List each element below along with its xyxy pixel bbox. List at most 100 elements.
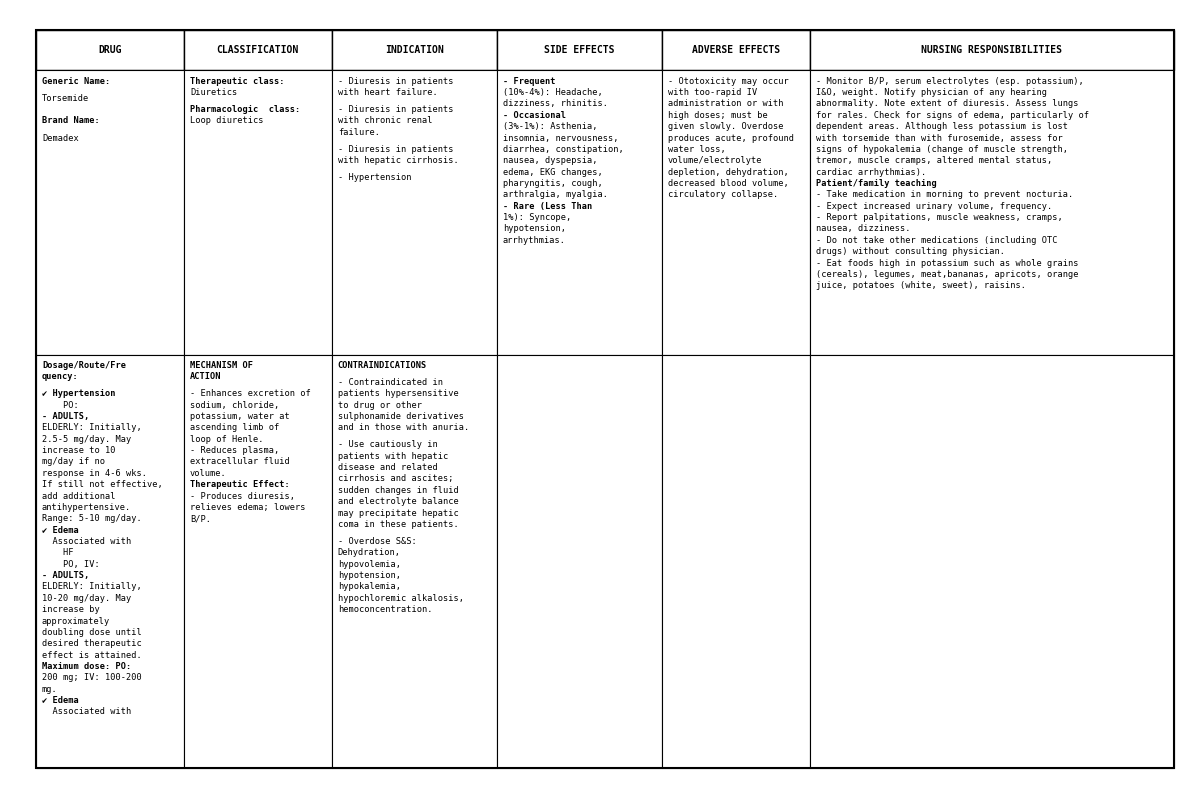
- Text: HF: HF: [42, 549, 73, 557]
- Text: effect is attained.: effect is attained.: [42, 651, 142, 659]
- Text: - Use cautiously in: - Use cautiously in: [337, 440, 438, 449]
- Text: - ADULTS,: - ADULTS,: [42, 412, 89, 421]
- Bar: [184, 30, 331, 71]
- Bar: [184, 355, 331, 768]
- Text: insomnia, nervousness,: insomnia, nervousness,: [503, 133, 618, 143]
- Text: abnormality. Note extent of diuresis. Assess lungs: abnormality. Note extent of diuresis. As…: [816, 100, 1078, 108]
- Text: Brand Name:: Brand Name:: [42, 116, 100, 126]
- Text: PO, IV:: PO, IV:: [42, 560, 100, 568]
- Text: juice, potatoes (white, sweet), raisins.: juice, potatoes (white, sweet), raisins.: [816, 281, 1026, 290]
- Bar: [497, 71, 661, 355]
- Text: NURSING RESPONSIBILITIES: NURSING RESPONSIBILITIES: [922, 45, 1062, 55]
- Text: arrhythmias.: arrhythmias.: [503, 236, 565, 245]
- Text: sulphonamide derivatives: sulphonamide derivatives: [337, 412, 463, 421]
- Text: mg/day if no: mg/day if no: [42, 458, 106, 466]
- Text: hypokalemia,: hypokalemia,: [337, 582, 401, 591]
- Text: disease and related: disease and related: [337, 463, 438, 472]
- Text: add additional: add additional: [42, 491, 115, 501]
- Text: tremor, muscle cramps, altered mental status,: tremor, muscle cramps, altered mental st…: [816, 156, 1052, 166]
- Text: INDICATION: INDICATION: [385, 45, 444, 55]
- Text: ✔ Edema: ✔ Edema: [42, 526, 79, 535]
- Text: - Contraindicated in: - Contraindicated in: [337, 378, 443, 387]
- Text: Patient/family teaching: Patient/family teaching: [816, 179, 936, 188]
- Text: - Expect increased urinary volume, frequency.: - Expect increased urinary volume, frequ…: [816, 202, 1052, 210]
- Bar: [497, 30, 661, 71]
- Text: hypotension,: hypotension,: [337, 571, 401, 580]
- Text: relieves edema; lowers: relieves edema; lowers: [190, 503, 305, 512]
- Text: - Ototoxicity may occur: - Ototoxicity may occur: [667, 77, 788, 86]
- Text: Range: 5-10 mg/day.: Range: 5-10 mg/day.: [42, 514, 142, 524]
- Text: hypotension,: hypotension,: [503, 225, 565, 233]
- Text: Dosage/Route/Fre: Dosage/Route/Fre: [42, 361, 126, 370]
- Text: 1%): Syncope,: 1%): Syncope,: [503, 213, 571, 222]
- Text: - Reduces plasma,: - Reduces plasma,: [190, 446, 280, 455]
- Text: - Report palpitations, muscle weakness, cramps,: - Report palpitations, muscle weakness, …: [816, 213, 1062, 222]
- Text: decreased blood volume,: decreased blood volume,: [667, 179, 788, 188]
- Bar: [331, 355, 497, 768]
- Text: desired therapeutic: desired therapeutic: [42, 639, 142, 648]
- Text: - Rare (Less Than: - Rare (Less Than: [503, 202, 592, 210]
- Text: and in those with anuria.: and in those with anuria.: [337, 423, 469, 433]
- Text: Generic Name:: Generic Name:: [42, 77, 110, 86]
- Text: B/P.: B/P.: [190, 514, 211, 524]
- Text: sodium, chloride,: sodium, chloride,: [190, 400, 280, 410]
- Text: ✔ Edema: ✔ Edema: [42, 696, 79, 705]
- Text: ✔ Hypertension: ✔ Hypertension: [42, 389, 115, 398]
- Bar: [331, 30, 497, 71]
- Text: sudden changes in fluid: sudden changes in fluid: [337, 486, 458, 495]
- Text: with too-rapid IV: with too-rapid IV: [667, 88, 757, 97]
- Bar: [661, 71, 810, 355]
- Bar: [331, 71, 497, 355]
- Text: - Monitor B/P, serum electrolytes (esp. potassium),: - Monitor B/P, serum electrolytes (esp. …: [816, 77, 1084, 86]
- Text: PO:: PO:: [42, 400, 79, 410]
- Bar: [36, 71, 184, 355]
- Text: Dehydration,: Dehydration,: [337, 549, 401, 557]
- Text: patients with hepatic: patients with hepatic: [337, 451, 448, 461]
- Bar: [36, 355, 184, 768]
- Text: drugs) without consulting physician.: drugs) without consulting physician.: [816, 247, 1004, 256]
- Bar: [36, 30, 184, 71]
- Text: Associated with: Associated with: [42, 707, 131, 717]
- Text: - Produces diuresis,: - Produces diuresis,: [190, 491, 295, 501]
- Text: Loop diuretics: Loop diuretics: [190, 116, 263, 126]
- Bar: [810, 355, 1174, 768]
- Text: signs of hypokalemia (change of muscle strength,: signs of hypokalemia (change of muscle s…: [816, 145, 1068, 154]
- Text: Diuretics: Diuretics: [190, 88, 238, 97]
- Bar: [497, 355, 661, 768]
- Bar: [810, 71, 1174, 355]
- Text: Maximum dose: PO:: Maximum dose: PO:: [42, 662, 131, 671]
- Text: - Do not take other medications (including OTC: - Do not take other medications (includi…: [816, 236, 1057, 245]
- Text: - Diuresis in patients: - Diuresis in patients: [337, 105, 454, 114]
- Text: extracellular fluid: extracellular fluid: [190, 458, 289, 466]
- Text: volume.: volume.: [190, 469, 227, 478]
- Text: SIDE EFFECTS: SIDE EFFECTS: [544, 45, 614, 55]
- Text: increase by: increase by: [42, 605, 100, 614]
- Text: ELDERLY: Initially,: ELDERLY: Initially,: [42, 582, 142, 591]
- Text: 10-20 mg/day. May: 10-20 mg/day. May: [42, 593, 131, 603]
- Text: administration or with: administration or with: [667, 100, 784, 108]
- Text: ELDERLY: Initially,: ELDERLY: Initially,: [42, 423, 142, 433]
- Text: 200 mg; IV: 100-200: 200 mg; IV: 100-200: [42, 674, 142, 682]
- Text: - Overdose S&S:: - Overdose S&S:: [337, 537, 416, 546]
- Text: for rales. Check for signs of edema, particularly of: for rales. Check for signs of edema, par…: [816, 111, 1088, 120]
- Text: - Enhances excretion of: - Enhances excretion of: [190, 389, 311, 398]
- Text: volume/electrolyte: volume/electrolyte: [667, 156, 762, 166]
- Text: - Hypertension: - Hypertension: [337, 173, 412, 182]
- Text: - Frequent: - Frequent: [503, 77, 556, 86]
- Text: pharyngitis, cough,: pharyngitis, cough,: [503, 179, 602, 188]
- Text: - Occasional: - Occasional: [503, 111, 565, 120]
- Text: - Take medication in morning to prevent nocturia.: - Take medication in morning to prevent …: [816, 190, 1073, 199]
- Text: with torsemide than with furosemide, assess for: with torsemide than with furosemide, ass…: [816, 133, 1062, 143]
- Text: antihypertensive.: antihypertensive.: [42, 503, 131, 512]
- Text: circulatory collapse.: circulatory collapse.: [667, 190, 778, 199]
- Text: - Eat foods high in potassium such as whole grains: - Eat foods high in potassium such as wh…: [816, 258, 1078, 268]
- Text: 2.5-5 mg/day. May: 2.5-5 mg/day. May: [42, 435, 131, 444]
- Text: doubling dose until: doubling dose until: [42, 628, 142, 637]
- Text: (10%-4%): Headache,: (10%-4%): Headache,: [503, 88, 602, 97]
- Text: Therapeutic Effect:: Therapeutic Effect:: [190, 480, 289, 489]
- Text: with hepatic cirrhosis.: with hepatic cirrhosis.: [337, 156, 458, 166]
- Text: dependent areas. Although less potassium is lost: dependent areas. Although less potassium…: [816, 122, 1068, 131]
- Text: may precipitate hepatic: may precipitate hepatic: [337, 509, 458, 517]
- Text: I&O, weight. Notify physician of any hearing: I&O, weight. Notify physician of any hea…: [816, 88, 1046, 97]
- Text: loop of Henle.: loop of Henle.: [190, 435, 263, 444]
